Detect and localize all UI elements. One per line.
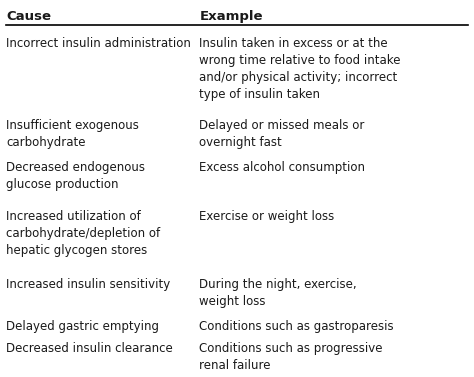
Text: Decreased insulin clearance: Decreased insulin clearance xyxy=(6,342,173,355)
Text: During the night, exercise,
weight loss: During the night, exercise, weight loss xyxy=(199,278,357,308)
Text: Delayed or missed meals or
overnight fast: Delayed or missed meals or overnight fas… xyxy=(199,119,365,149)
Text: Insulin taken in excess or at the
wrong time relative to food intake
and/or phys: Insulin taken in excess or at the wrong … xyxy=(199,37,401,101)
Text: Exercise or weight loss: Exercise or weight loss xyxy=(199,210,335,222)
Text: Increased insulin sensitivity: Increased insulin sensitivity xyxy=(6,278,170,291)
Text: Conditions such as progressive
renal failure: Conditions such as progressive renal fai… xyxy=(199,342,383,372)
Text: Delayed gastric emptying: Delayed gastric emptying xyxy=(6,320,159,333)
Text: Increased utilization of
carbohydrate/depletion of
hepatic glycogen stores: Increased utilization of carbohydrate/de… xyxy=(6,210,160,257)
Text: Decreased endogenous
glucose production: Decreased endogenous glucose production xyxy=(6,161,145,191)
Text: Example: Example xyxy=(199,10,263,23)
Text: Excess alcohol consumption: Excess alcohol consumption xyxy=(199,161,365,174)
Text: Conditions such as gastroparesis: Conditions such as gastroparesis xyxy=(199,320,394,333)
Text: Incorrect insulin administration: Incorrect insulin administration xyxy=(6,37,191,50)
Text: Cause: Cause xyxy=(6,10,51,23)
Text: Insufficient exogenous
carbohydrate: Insufficient exogenous carbohydrate xyxy=(6,119,139,149)
